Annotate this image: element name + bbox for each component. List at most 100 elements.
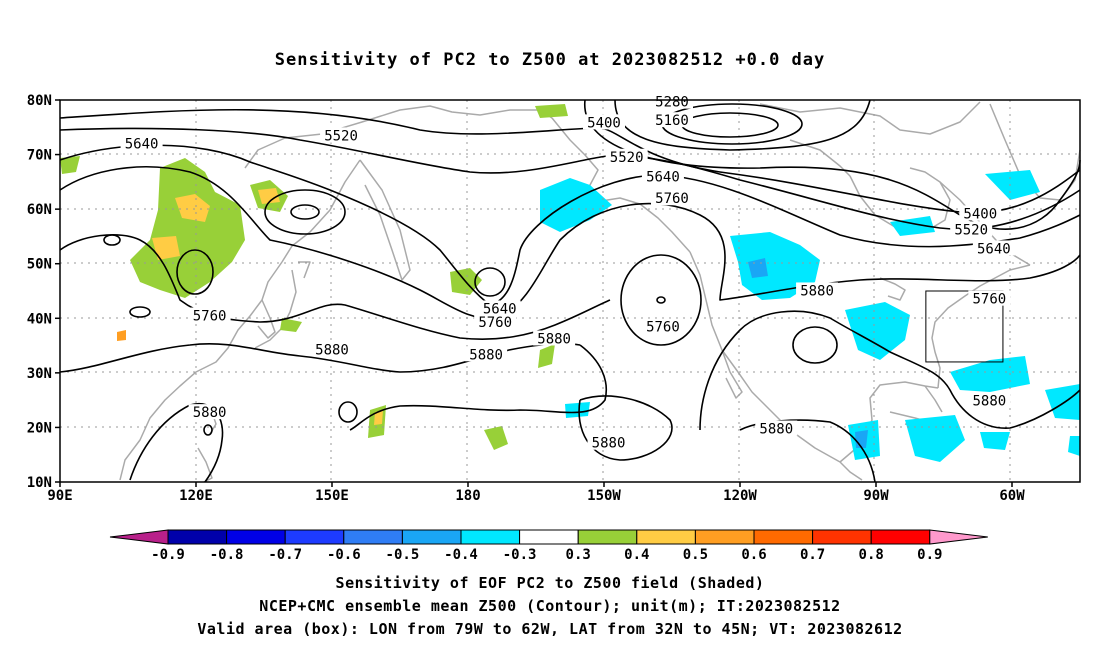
lat-label: 20N — [27, 420, 52, 436]
contour-label-bg — [474, 314, 517, 330]
colorbar-label: -0.3 — [503, 547, 537, 563]
colorbar-label: -0.8 — [210, 547, 244, 563]
colorbar-swatch — [343, 529, 403, 545]
colorbar-swatch — [577, 529, 638, 545]
contour-label-bg — [583, 114, 625, 130]
contour-label-bg — [641, 168, 684, 184]
contour-label-bg — [320, 127, 363, 143]
contour-label: 5520 — [324, 128, 358, 144]
contour-label: 5400 — [587, 115, 621, 131]
contour-label-bg — [651, 112, 693, 128]
contour-label: 5880 — [800, 283, 834, 299]
colorbar-swatch — [812, 529, 872, 545]
latitude-axis: 80N 70N 60N 50N 40N 30N 20N 10N — [27, 93, 60, 491]
contour-label: 5640 — [977, 241, 1011, 257]
colorbar-swatch — [284, 529, 345, 545]
lon-label: 180 — [455, 488, 480, 504]
contour-label: 5760 — [655, 191, 689, 207]
valid-area-box — [925, 290, 1004, 363]
colorbar-label: 0.3 — [566, 547, 591, 563]
contour-label-bg — [188, 307, 231, 323]
lon-label: 120E — [179, 488, 213, 504]
colorbar-label: 0.6 — [741, 547, 766, 563]
contour-label-bg — [188, 404, 231, 420]
colorbar-label: 0.7 — [800, 547, 825, 563]
map-title: Sensitivity of PC2 to Z500 at 2023082512… — [274, 50, 826, 70]
colorbar-swatch — [401, 529, 462, 545]
contour-label: 5640 — [483, 301, 517, 317]
lat-label: 10N — [27, 475, 52, 491]
contour-label: 5880 — [972, 394, 1006, 410]
contour-label: 5880 — [315, 342, 349, 358]
colorbar-label: 0.9 — [917, 547, 942, 563]
contour-label-bg — [120, 135, 163, 151]
colorbar-swatch — [694, 529, 755, 545]
contour-label: 5640 — [646, 169, 680, 185]
contour-label-bg — [533, 330, 576, 346]
contour-label: 5880 — [469, 347, 503, 363]
colorbar-low-arrow — [109, 529, 169, 545]
contour-label-bg — [950, 221, 993, 237]
colorbar-swatch — [226, 529, 286, 545]
contour-label-bg — [972, 240, 1015, 256]
footer-line-3: Valid area (box): LON from 79W to 62W, L… — [197, 620, 903, 638]
colorbar-label: -0.6 — [327, 547, 361, 563]
colorbar-swatch — [636, 529, 696, 545]
contour-label: 5760 — [646, 319, 680, 335]
contour-labels: 5280516054005520552056405640576054005520… — [120, 93, 1015, 452]
colorbar-label: -0.7 — [268, 547, 302, 563]
footer-line-1: Sensitivity of EOF PC2 to Z500 field (Sh… — [335, 574, 765, 592]
contour-label: 5640 — [125, 137, 159, 153]
contour-label: 5880 — [759, 422, 793, 438]
contour-label-bg — [651, 190, 693, 206]
lat-label: 40N — [27, 311, 52, 327]
contour-label: 5760 — [478, 315, 512, 331]
colorbar-label: -0.4 — [444, 547, 478, 563]
lat-label: 70N — [27, 148, 52, 164]
longitude-axis: 90E 120E 150E 180 150W 120W 90W 60W — [47, 482, 1025, 504]
lat-label: 50N — [27, 257, 52, 273]
colorbar-label: 0.5 — [683, 547, 708, 563]
contour-label-bg — [959, 205, 1002, 221]
contour-label-bg — [641, 318, 684, 334]
lon-label: 150W — [587, 488, 621, 504]
contour-label-bg — [465, 346, 508, 362]
colorbar-label: 0.4 — [624, 547, 649, 563]
lon-label: 60W — [999, 488, 1025, 504]
contour-label-bg — [796, 282, 839, 298]
contour-label: 5520 — [954, 222, 988, 238]
lon-label: 90E — [47, 488, 72, 504]
colorbar-label: -0.5 — [386, 547, 420, 563]
colorbar-swatch — [870, 529, 931, 545]
contour-label: 5520 — [610, 150, 644, 166]
contour-label-bg — [651, 93, 693, 109]
map-frame — [59, 99, 1081, 483]
contour-label-bg — [587, 434, 630, 450]
colorbar-swatch — [519, 529, 579, 545]
contour-label-bg — [968, 290, 1011, 306]
footer-line-2: NCEP+CMC ensemble mean Z500 (Contour); u… — [259, 597, 841, 615]
colorbar-swatch — [460, 529, 521, 545]
contour-label: 5760 — [193, 309, 227, 325]
contour-label-bg — [605, 148, 648, 164]
colorbar-swatch — [753, 529, 814, 545]
contour-label: 5880 — [193, 405, 227, 421]
contour-label: 5760 — [972, 292, 1006, 308]
contour-label: 5400 — [963, 207, 997, 223]
contour-label-bg — [311, 341, 353, 357]
lon-label: 120W — [723, 488, 757, 504]
colorbar-high-arrow — [929, 529, 988, 545]
contour-label-bg — [755, 420, 798, 436]
lat-label: 80N — [27, 93, 52, 109]
contour-label: 5880 — [537, 331, 571, 347]
contour-label-bg — [478, 300, 521, 316]
colorbar: -0.9 -0.8 -0.7 -0.6 -0.5 -0.4 -0.3 0.3 0.4 0.5 0.6… — [109, 529, 988, 563]
contour-label: 5280 — [655, 95, 689, 111]
lat-label: 60N — [27, 202, 52, 218]
lat-label: 30N — [27, 366, 52, 382]
colorbar-label: 0.8 — [859, 547, 884, 563]
contour-label: 5880 — [592, 436, 626, 452]
contour-label: 5160 — [655, 113, 689, 129]
lon-label: 150E — [315, 488, 349, 504]
